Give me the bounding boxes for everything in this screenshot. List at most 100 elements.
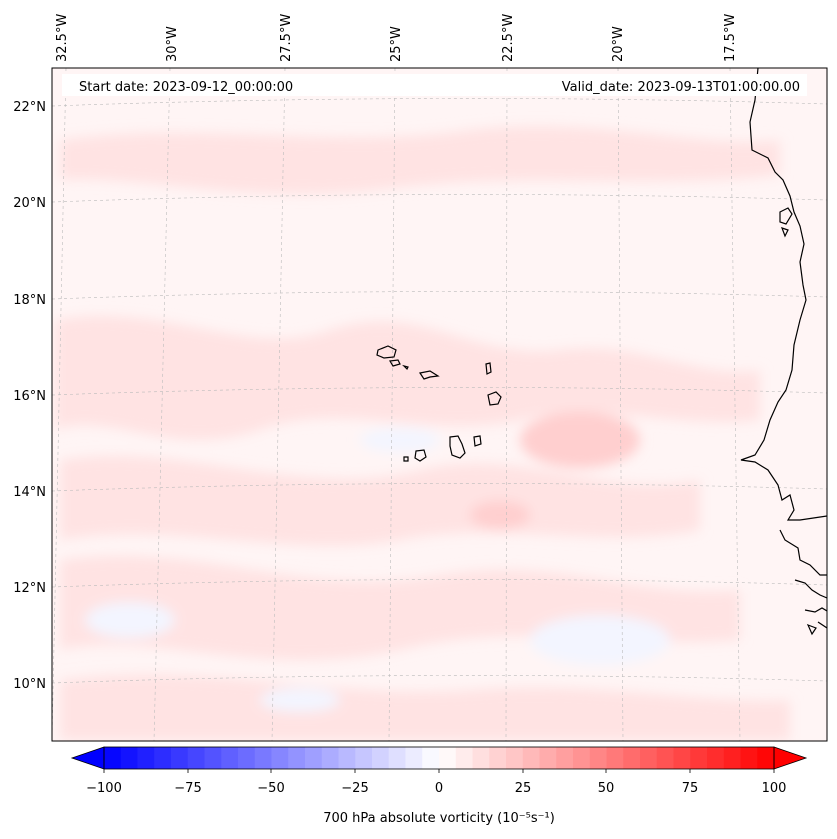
map-frame (51, 67, 828, 742)
colorbar-segment (640, 747, 658, 769)
map-panel (52, 68, 827, 741)
lon-label-30w: 30°W (165, 26, 180, 62)
colorbar-segment (707, 747, 725, 769)
parallel-22n (52, 98, 827, 107)
start-date: Start date: 2023-09-12_00:00:00 (79, 80, 293, 95)
cape-verde-fogo (414, 449, 427, 462)
colorbar-segment (154, 747, 172, 769)
cape-verde-maio (473, 435, 482, 447)
africa-coastline-south (779, 529, 827, 576)
negative-vorticity-patch-4 (260, 688, 340, 712)
colorbar-segment (238, 747, 256, 769)
lon-label-32-5w: 32.5°W (55, 14, 70, 62)
colorbar-tick-label: −50 (257, 781, 284, 796)
longitude-labels: 32.5°W 30°W 27.5°W 25°W 22.5°W 20°W 17.5… (55, 14, 738, 62)
colorbar-segment (271, 747, 289, 769)
colorbar-segment (422, 747, 440, 769)
colorbar-segment (589, 747, 608, 769)
negative-vorticity-patch-1 (85, 602, 175, 638)
parallel-18n (52, 291, 827, 300)
cape-verde-sao-nicolau (419, 370, 440, 380)
lat-label-14n: 14°N (13, 485, 46, 500)
colorbar-segment (321, 747, 340, 769)
negative-vorticity-patch-2 (530, 615, 670, 665)
colorbar-segment (673, 747, 691, 769)
cape-verde-santo-antao (376, 345, 397, 359)
colorbar-segment (372, 747, 390, 769)
colorbar-tick-label: −100 (86, 781, 122, 796)
colorbar-segment (338, 747, 356, 769)
meridian-27-5w (271, 68, 286, 741)
colorbar-segment (740, 747, 758, 769)
lat-label-10n: 10°N (13, 677, 46, 692)
colorbar-tick-label: −25 (341, 781, 368, 796)
cape-verde-santiago (449, 435, 466, 459)
parallel-20n (52, 194, 827, 203)
vorticity-band-far-south (60, 674, 790, 740)
cape-verde-sao-vicente (389, 359, 401, 367)
colorbar-segment (221, 747, 239, 769)
bijagos-islands (804, 607, 827, 636)
vorticity-maximum (520, 412, 640, 468)
colorbar-tick-labels: −100 −75 −50 −25 0 25 50 75 100 (86, 781, 786, 796)
colorbar-segment (137, 747, 155, 769)
colorbar-segment (506, 747, 524, 769)
colorbar-label: 700 hPa absolute vorticity (10⁻⁵s⁻¹) (323, 811, 555, 826)
colorbar-segment (690, 747, 708, 769)
lat-label-22n: 22°N (13, 100, 46, 115)
colorbar-segment (120, 747, 139, 769)
colorbar-segment (522, 747, 541, 769)
colorbar-segment (288, 747, 306, 769)
parallel-10n (52, 675, 827, 684)
colorbar-tick-label: 50 (598, 781, 615, 796)
lon-label-17-5w: 17.5°W (723, 14, 738, 62)
lon-label-22-5w: 22.5°W (501, 14, 516, 62)
vorticity-maximum-secondary (470, 501, 530, 529)
vorticity-band-central (55, 315, 760, 440)
colorbar-segments (104, 747, 775, 769)
cape-verde-sal (485, 362, 492, 375)
lat-label-20n: 20°N (13, 196, 46, 211)
lon-label-27-5w: 27.5°W (279, 14, 294, 62)
colorbar-tick-label: 0 (435, 781, 443, 796)
colorbar-segment (455, 747, 474, 769)
colorbar-segment (489, 747, 507, 769)
cape-verde-boa-vista (487, 391, 502, 406)
graticule (52, 68, 827, 741)
lat-label-16n: 16°N (13, 389, 46, 404)
colorbar-segment (405, 747, 423, 769)
vorticity-band-15n (60, 455, 700, 546)
colorbar-segment (305, 747, 323, 769)
meridian-20w (617, 68, 624, 741)
colorbar-ticks (103, 769, 775, 773)
colorbar-segment (723, 747, 742, 769)
colorbar-segment (757, 747, 775, 769)
canary-islands (779, 207, 793, 238)
vorticity-band-north (60, 126, 780, 195)
meridian-32-5w (52, 68, 67, 741)
lat-label-18n: 18°N (13, 293, 46, 308)
colorbar-tick-label: −75 (174, 781, 201, 796)
colorbar-segment (573, 747, 591, 769)
colorbar-segment (254, 747, 273, 769)
header-box (62, 74, 807, 96)
colorbar-segment (355, 747, 373, 769)
colorbar-segment (606, 747, 624, 769)
africa-coastline (740, 68, 827, 521)
colorbar-tick-label: 25 (515, 781, 532, 796)
parallel-16n (52, 387, 827, 396)
colorbar-segment (656, 747, 675, 769)
meridian-25w (388, 68, 396, 741)
meridian-22-5w (505, 68, 508, 741)
colorbar-segment (104, 747, 122, 769)
cape-verde-santa-luzia (402, 364, 409, 371)
colorbar-segment (439, 747, 457, 769)
colorbar-segment (388, 747, 407, 769)
colorbar-segment (539, 747, 557, 769)
lon-label-20w: 20°W (611, 26, 626, 62)
lon-label-25w: 25°W (389, 26, 404, 62)
colorbar-segment (623, 747, 641, 769)
colorbar-segment (204, 747, 222, 769)
colorbar-segment (171, 747, 189, 769)
